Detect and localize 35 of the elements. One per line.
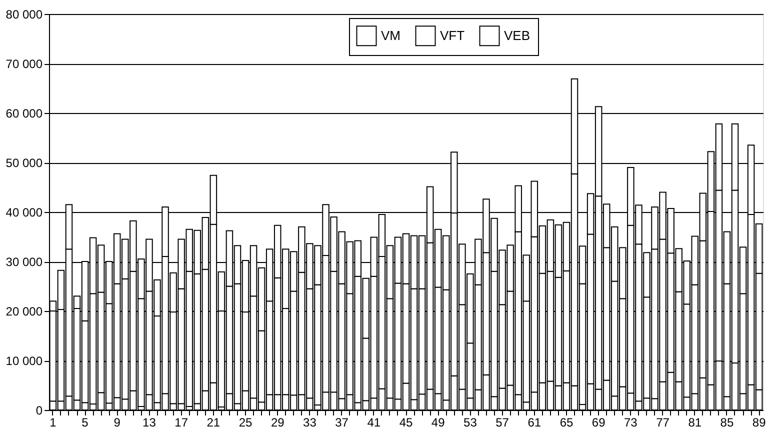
x-tick-label: 61 [528,416,542,430]
y-tick-label: 70 000 [6,57,43,71]
x-tick-label: 1 [50,416,57,430]
x-tick-label: 85 [720,416,734,430]
x-tick-label: 57 [496,416,510,430]
legend-label: VFT [440,28,465,43]
y-tick-label: 60 000 [6,106,43,120]
y-tick-label: 10 000 [6,354,43,368]
x-tick-label: 5 [82,416,89,430]
y-tick-label: 40 000 [6,206,43,220]
x-tick-label: 45 [399,416,413,430]
x-tick-label: 9 [114,416,121,430]
legend-label: VEB [504,28,530,43]
x-tick-label: 81 [688,416,702,430]
x-tick-label: 69 [592,416,606,430]
x-tick-label: 37 [335,416,349,430]
y-tick-label: 20 000 [6,304,43,318]
x-tick-label: 25 [238,416,253,430]
legend-label: VM [381,28,400,43]
x-tick-label: 29 [270,416,285,430]
x-tick-label: 13 [142,416,156,430]
x-tick-label: 33 [303,416,317,430]
x-tick-label: 77 [656,416,670,430]
y-tick-label: 50 000 [6,156,43,170]
y-tick-label: 80 000 [6,8,43,22]
x-tick-label: 65 [560,416,574,430]
x-tick-label: 73 [624,416,638,430]
y-tick-label: 0 [36,404,43,418]
x-tick-label: 17 [174,416,188,430]
x-tick-label: 21 [206,416,220,430]
x-tick-label: 49 [431,416,446,430]
x-tick-label: 53 [464,416,478,430]
y-tick-label: 30 000 [6,255,43,269]
x-tick-label: 89 [752,416,766,430]
x-tick-label: 41 [367,416,381,430]
